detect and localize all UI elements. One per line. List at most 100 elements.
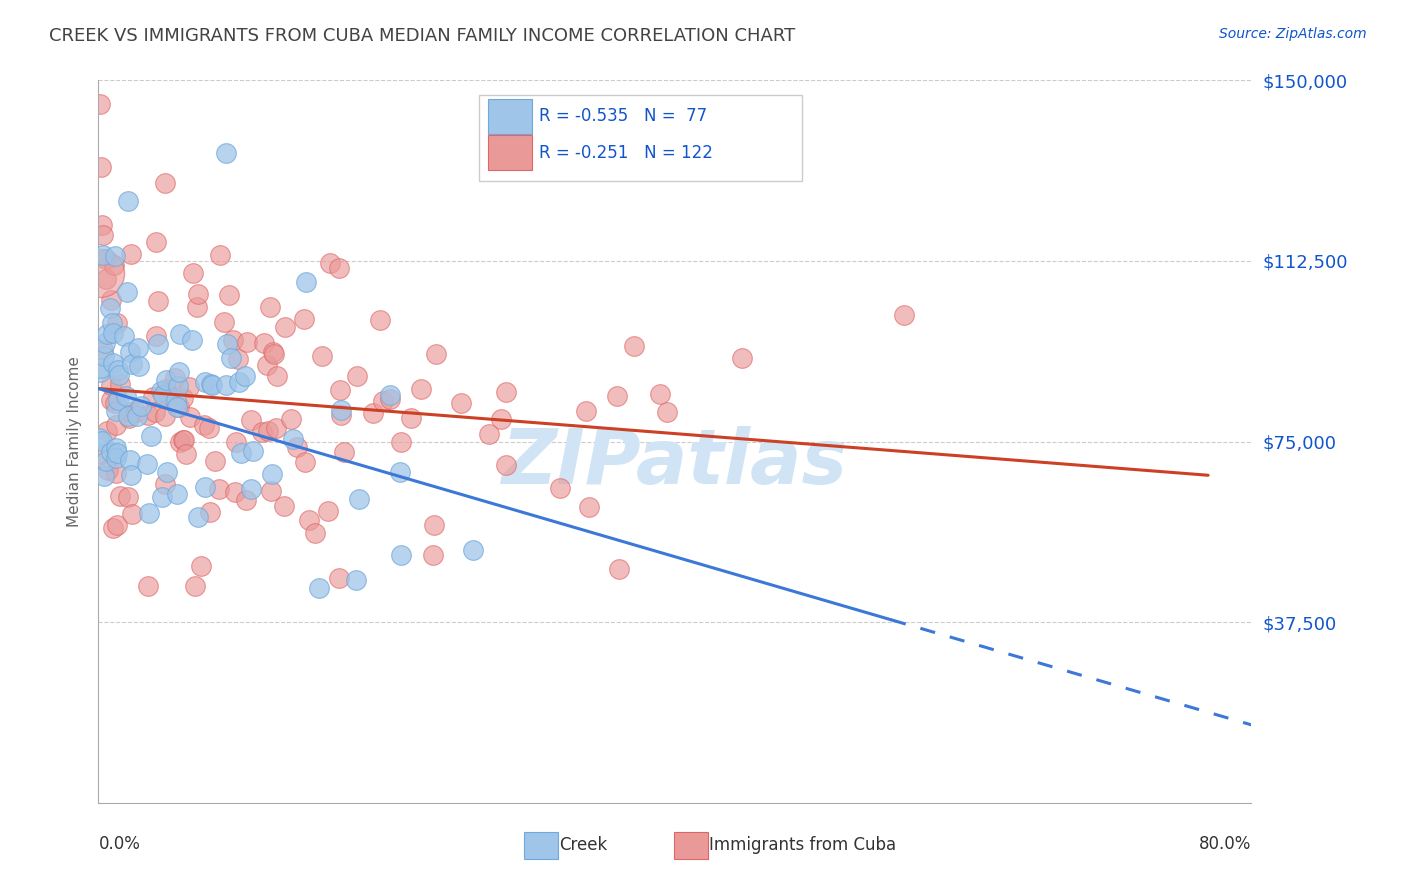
Point: [117, 409, 139, 424]
Point: [169, 434, 191, 449]
Point: [104, 417, 127, 432]
Point: [208, 482, 231, 496]
Point: [90, 218, 112, 232]
Point: [399, 410, 422, 425]
Point: [650, 386, 672, 401]
Point: [100, 293, 122, 307]
Point: [250, 425, 273, 439]
FancyBboxPatch shape: [479, 95, 801, 181]
Point: [169, 365, 191, 379]
Point: [308, 581, 330, 595]
Point: [179, 409, 201, 424]
Point: [346, 369, 368, 384]
Point: [150, 490, 173, 504]
Point: [90, 361, 112, 376]
Point: [100, 316, 122, 330]
Point: [91, 248, 114, 262]
Point: [193, 417, 215, 432]
Point: [125, 409, 148, 423]
Point: [262, 467, 284, 482]
Point: [575, 403, 598, 417]
Point: [233, 369, 256, 384]
Point: [136, 408, 159, 422]
Point: [450, 396, 472, 410]
Point: [273, 499, 295, 513]
Point: [129, 399, 152, 413]
Point: [311, 350, 333, 364]
Point: [117, 194, 139, 208]
Point: [145, 235, 167, 249]
Point: [167, 379, 190, 393]
Point: [260, 483, 283, 498]
Point: [463, 542, 485, 557]
Point: [93, 349, 115, 363]
Point: [347, 491, 370, 506]
Point: [108, 368, 131, 382]
Point: [114, 388, 136, 402]
Point: [361, 406, 384, 420]
Point: [190, 559, 212, 574]
Point: [209, 247, 232, 261]
Text: Creek: Creek: [560, 836, 607, 854]
Point: [112, 329, 135, 343]
Point: [200, 377, 222, 392]
Point: [893, 308, 915, 322]
Point: [184, 579, 207, 593]
Point: [173, 433, 195, 447]
Point: [172, 391, 194, 405]
Point: [495, 384, 517, 399]
Point: [194, 376, 217, 390]
FancyBboxPatch shape: [488, 99, 531, 134]
Point: [89, 365, 111, 379]
Point: [263, 347, 285, 361]
Point: [224, 484, 246, 499]
Point: [215, 145, 238, 160]
Point: [330, 409, 353, 423]
Point: [108, 489, 131, 503]
Point: [90, 160, 112, 174]
Point: [103, 249, 125, 263]
Point: [198, 506, 221, 520]
Point: [153, 477, 176, 491]
Point: [105, 466, 128, 480]
Point: [478, 427, 501, 442]
Point: [152, 388, 174, 402]
Point: [153, 176, 176, 190]
Point: [96, 252, 118, 266]
Point: [198, 420, 221, 434]
Point: [422, 548, 444, 562]
Point: [104, 441, 127, 455]
Text: CREEK VS IMMIGRANTS FROM CUBA MEDIAN FAMILY INCOME CORRELATION CHART: CREEK VS IMMIGRANTS FROM CUBA MEDIAN FAM…: [49, 27, 796, 45]
Point: [240, 482, 263, 496]
Point: [235, 334, 257, 349]
Point: [319, 256, 342, 270]
FancyBboxPatch shape: [524, 831, 558, 859]
Point: [204, 454, 226, 468]
Point: [142, 390, 165, 404]
Text: R = -0.535   N =  77: R = -0.535 N = 77: [538, 107, 707, 126]
Point: [218, 287, 240, 301]
Point: [94, 336, 117, 351]
Point: [256, 359, 278, 373]
Point: [371, 394, 394, 409]
Point: [262, 344, 284, 359]
Point: [264, 421, 287, 435]
Point: [378, 392, 401, 406]
Point: [172, 433, 194, 447]
Point: [280, 411, 302, 425]
Point: [186, 300, 208, 314]
Point: [118, 411, 141, 425]
Point: [108, 377, 131, 392]
Point: [136, 579, 159, 593]
Point: [136, 457, 159, 471]
Point: [328, 261, 350, 276]
Point: [187, 287, 209, 301]
Point: [423, 518, 446, 533]
Point: [120, 468, 142, 483]
Point: [222, 333, 245, 347]
Point: [121, 357, 143, 371]
Point: [201, 377, 224, 392]
Point: [155, 382, 177, 396]
Point: [231, 446, 253, 460]
Point: [121, 508, 143, 522]
